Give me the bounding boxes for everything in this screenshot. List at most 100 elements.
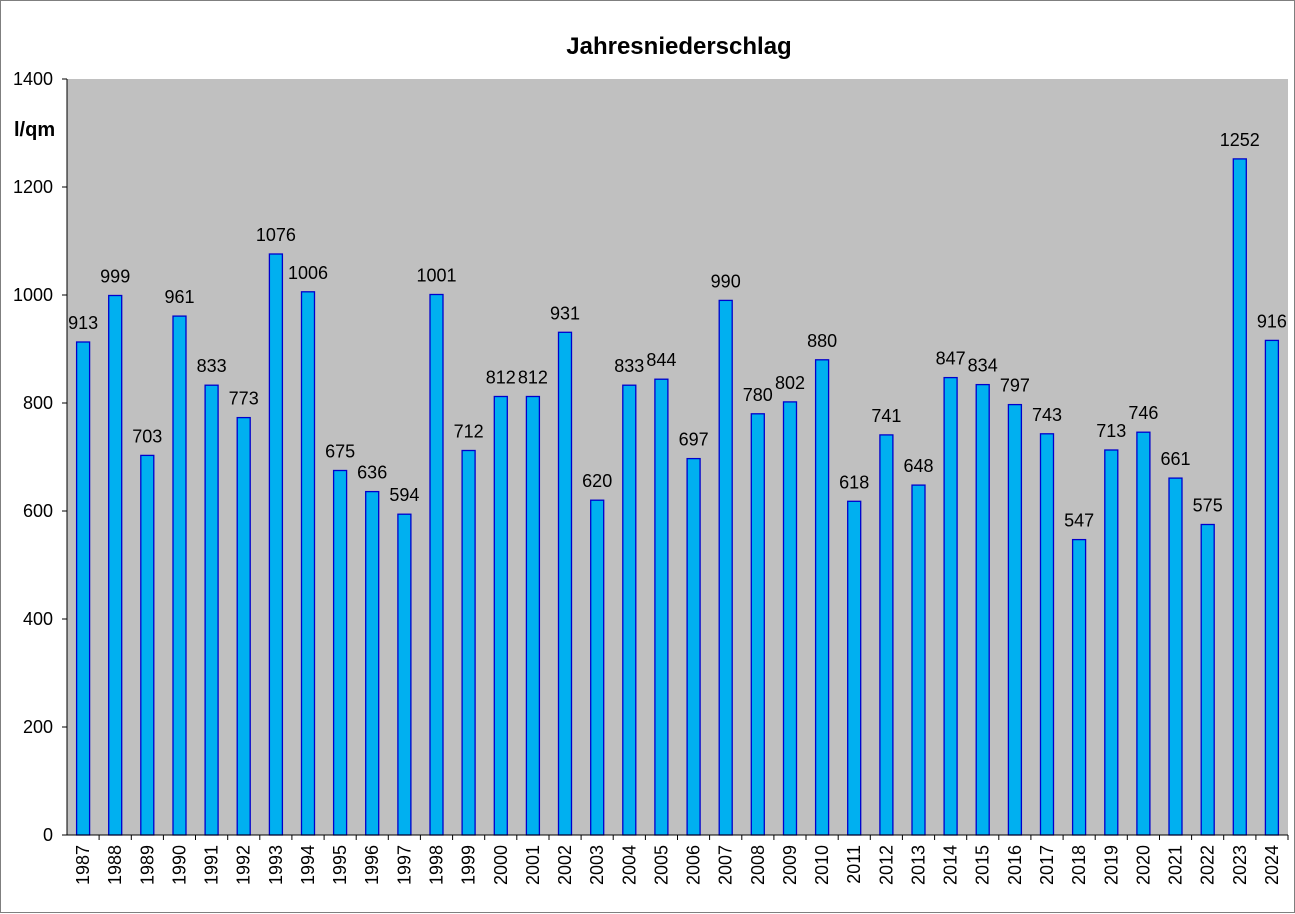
data-label-2001: 812 — [518, 368, 548, 388]
data-label-1991: 833 — [197, 356, 227, 376]
bar-1988 — [108, 294, 123, 836]
x-tick-1996: 1996 — [362, 845, 382, 885]
x-tick-2012: 2012 — [876, 845, 896, 885]
chart-title: Jahresniederschlag — [566, 33, 791, 60]
bar-1992 — [236, 416, 251, 836]
x-tick-2013: 2013 — [909, 845, 929, 885]
x-tick-2007: 2007 — [716, 845, 736, 885]
x-tick-2014: 2014 — [941, 845, 961, 885]
y-tick-1400: 1400 — [13, 69, 53, 89]
x-tick-1995: 1995 — [330, 845, 350, 885]
x-tick-1992: 1992 — [234, 845, 254, 885]
bar-2021 — [1168, 477, 1183, 836]
bar-2013 — [911, 484, 926, 836]
data-label-1987: 913 — [68, 313, 98, 333]
bar-1993 — [268, 253, 284, 836]
data-label-1998: 1001 — [416, 266, 456, 286]
bar-2014 — [943, 376, 958, 836]
data-label-1994: 1006 — [288, 263, 328, 283]
bar-2008 — [750, 413, 765, 836]
bar-2003 — [590, 499, 605, 836]
x-tick-2003: 2003 — [587, 845, 607, 885]
data-label-2003: 620 — [582, 471, 612, 491]
bar-2017 — [1039, 433, 1055, 836]
bar-2004 — [622, 384, 637, 836]
bar-1991 — [204, 384, 219, 836]
data-label-2008: 780 — [743, 385, 773, 405]
x-tick-2016: 2016 — [1005, 845, 1025, 885]
x-tick-1998: 1998 — [427, 845, 447, 885]
x-tick-2015: 2015 — [973, 845, 993, 885]
bar-2007 — [718, 299, 733, 836]
bars — [75, 158, 1280, 836]
bar-2016 — [1007, 403, 1023, 836]
data-label-2007: 990 — [711, 271, 741, 291]
data-label-2017: 743 — [1032, 405, 1062, 425]
bar-2002 — [557, 331, 573, 836]
bar-2023 — [1232, 158, 1247, 836]
data-label-1988: 999 — [100, 267, 130, 287]
bar-2020 — [1136, 431, 1151, 836]
data-label-1997: 594 — [389, 485, 419, 505]
x-tick-2002: 2002 — [555, 845, 575, 885]
x-tick-1997: 1997 — [394, 845, 414, 885]
data-label-1989: 703 — [132, 426, 162, 446]
bar-1998 — [429, 293, 444, 836]
data-label-2012: 741 — [871, 406, 901, 426]
bar-1999 — [461, 449, 476, 836]
bar-1994 — [300, 291, 316, 836]
bar-2006 — [686, 457, 701, 836]
data-label-1995: 675 — [325, 442, 355, 462]
bar-2000 — [493, 395, 508, 836]
x-tick-2001: 2001 — [523, 845, 543, 885]
x-tick-2019: 2019 — [1101, 845, 1121, 885]
data-label-2004: 833 — [614, 356, 644, 376]
x-tick-1994: 1994 — [298, 845, 318, 885]
y-tick-labels: 0 200 400 600 800 1000 1200 1400 — [13, 69, 53, 845]
x-tick-2023: 2023 — [1230, 845, 1250, 885]
y-tick-400: 400 — [23, 609, 53, 629]
x-tick-1987: 1987 — [73, 845, 93, 885]
bar-1997 — [397, 513, 412, 836]
data-label-2002: 931 — [550, 303, 580, 323]
x-tick-2024: 2024 — [1262, 845, 1282, 885]
bar-1990 — [172, 315, 187, 836]
bar-2022 — [1200, 523, 1215, 836]
bar-2012 — [879, 434, 894, 836]
x-tick-2009: 2009 — [780, 845, 800, 885]
x-tick-2021: 2021 — [1166, 845, 1186, 885]
y-tick-800: 800 — [23, 393, 53, 413]
x-tick-1988: 1988 — [105, 845, 125, 885]
x-tick-2005: 2005 — [651, 845, 671, 885]
x-tick-2000: 2000 — [491, 845, 511, 885]
bar-2024 — [1264, 339, 1280, 836]
data-label-2018: 547 — [1064, 511, 1094, 531]
x-tick-2017: 2017 — [1037, 845, 1057, 885]
data-label-2019: 713 — [1096, 421, 1126, 441]
y-tick-600: 600 — [23, 501, 53, 521]
data-label-2022: 575 — [1193, 496, 1223, 516]
data-labels: 9139997039618337731076100667563659410017… — [68, 130, 1287, 531]
data-label-2005: 844 — [646, 350, 676, 370]
bar-2009 — [782, 401, 798, 836]
x-tick-1993: 1993 — [266, 845, 286, 885]
x-tick-1990: 1990 — [170, 845, 190, 885]
x-tick-2018: 2018 — [1069, 845, 1089, 885]
bar-2001 — [525, 395, 541, 836]
data-label-2013: 648 — [903, 456, 933, 476]
bar-1989 — [140, 454, 155, 836]
y-tick-200: 200 — [23, 717, 53, 737]
bar-2019 — [1104, 449, 1119, 836]
bar-2011 — [847, 500, 862, 836]
data-label-2024: 916 — [1257, 311, 1287, 331]
data-label-1990: 961 — [164, 287, 194, 307]
data-label-2009: 802 — [775, 373, 805, 393]
data-label-2023: 1252 — [1220, 130, 1260, 150]
bar-2010 — [814, 359, 830, 836]
axes — [62, 78, 1289, 840]
data-label-2010: 880 — [807, 331, 837, 351]
x-tick-1999: 1999 — [459, 845, 479, 885]
y-tick-0: 0 — [43, 825, 53, 845]
bar-1987 — [75, 341, 91, 836]
